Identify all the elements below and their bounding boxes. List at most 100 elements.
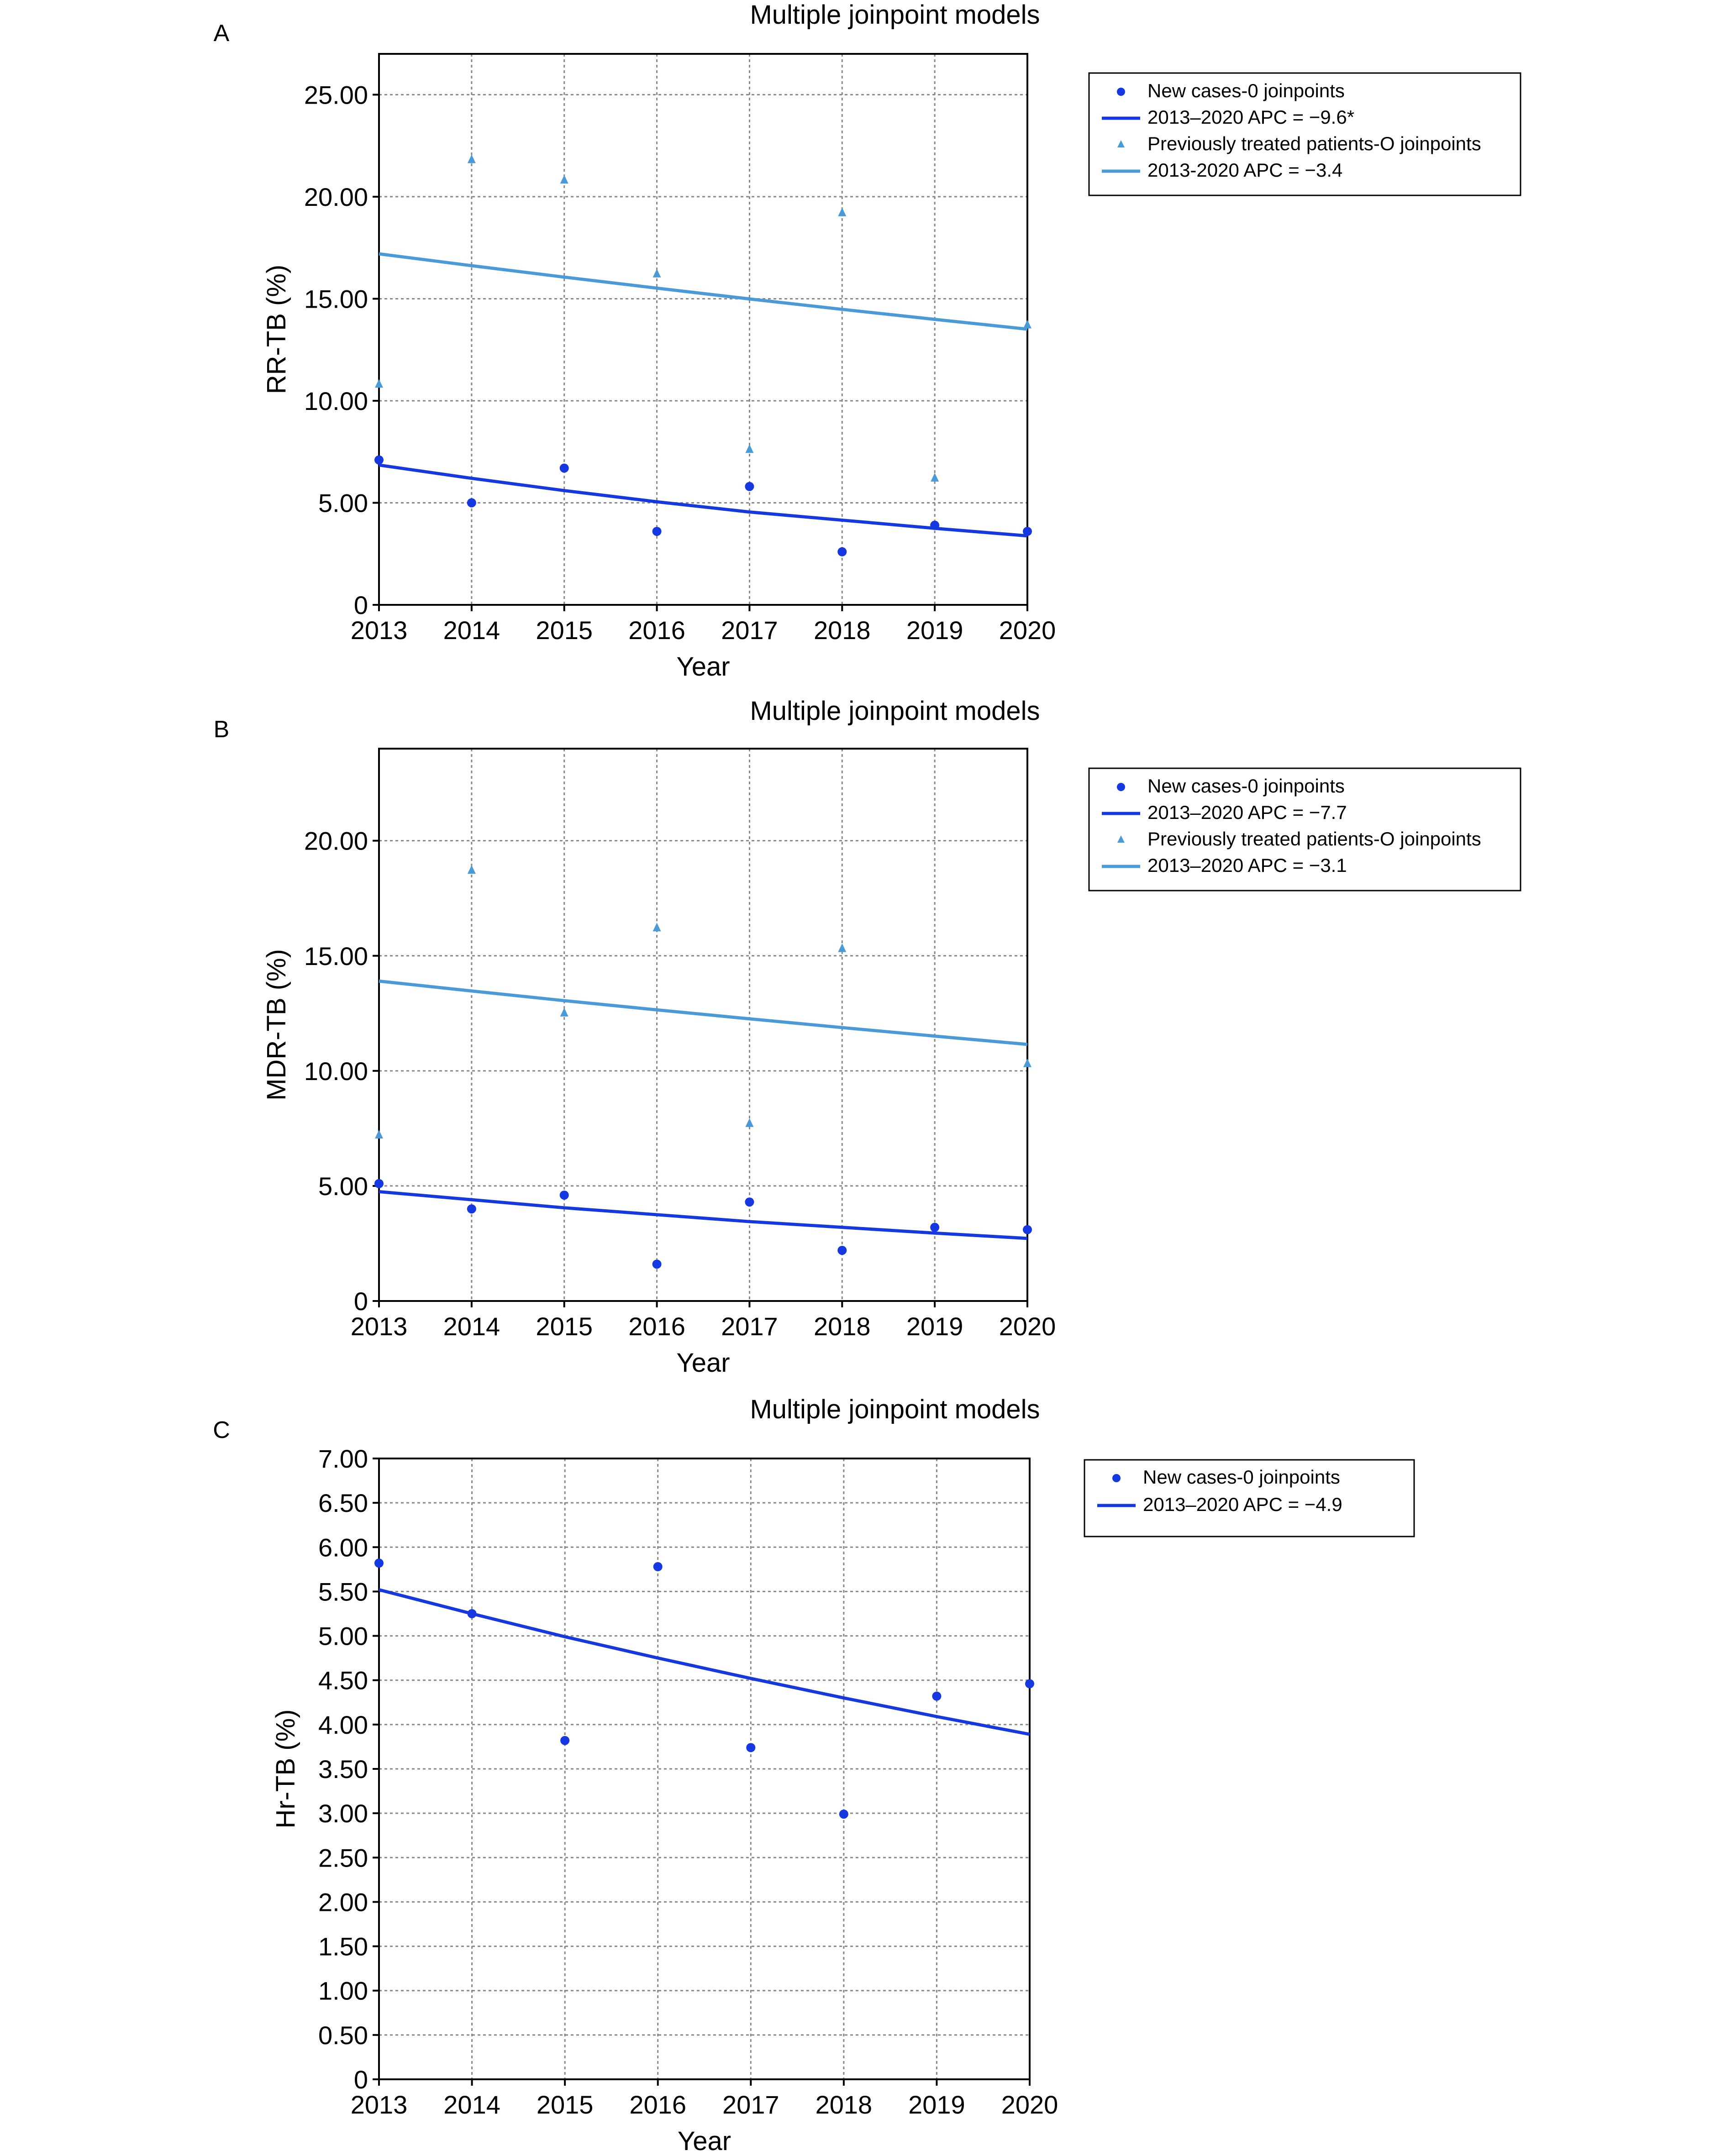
data-point-triangle	[745, 1118, 754, 1127]
y-axis-title-b: MDR-TB (%)	[262, 949, 291, 1101]
data-point-circle	[467, 498, 476, 508]
y-tick-label: 6.00	[318, 1533, 368, 1562]
x-tick-label: 2013	[351, 616, 408, 645]
x-tick-label: 2016	[628, 1312, 685, 1341]
data-point-triangle	[560, 1007, 568, 1017]
y-tick-label: 0	[354, 591, 368, 619]
legend-b: New cases-0 joinpoints 2013–2020 APC = −7…	[1088, 767, 1521, 892]
x-axis-title-a: Year	[676, 652, 730, 682]
trend-line-a-3	[379, 252, 1028, 331]
data-point-circle	[746, 1743, 756, 1752]
y-tick-label: 5.50	[318, 1577, 368, 1606]
x-tick-label: 2019	[906, 616, 963, 645]
y-tick-label: 1.00	[318, 1977, 368, 2005]
chart-title-a: Multiple joinpoint models	[750, 0, 1040, 30]
data-point-circle	[559, 463, 569, 473]
legend-circle-swatch	[1117, 88, 1125, 96]
data-point-circle	[1023, 1225, 1032, 1234]
legend-triangle-swatch	[1117, 835, 1125, 843]
data-point-circle	[1025, 1679, 1034, 1689]
panel-label-c: C	[213, 1417, 230, 1443]
data-point-triangle	[467, 154, 476, 163]
legend-label: 2013–2020 APC = −9.6*	[1147, 106, 1354, 128]
y-tick-label: 3.50	[318, 1755, 368, 1784]
x-tick-label: 2013	[351, 2090, 408, 2119]
y-tick-label: 0	[354, 1287, 368, 1316]
legend-label: 2013–2020 APC = −4.9	[1143, 1494, 1342, 1515]
y-tick-label: 20.00	[304, 827, 368, 855]
legend-label: New cases-0 joinpoints	[1143, 1466, 1340, 1488]
x-tick-label: 2017	[722, 2090, 779, 2119]
data-point-triangle	[375, 1130, 383, 1138]
data-point-triangle	[375, 379, 383, 388]
legend-circle-swatch	[1112, 1474, 1121, 1482]
y-tick-label: 20.00	[304, 183, 368, 211]
data-point-circle	[839, 1810, 848, 1819]
panel-label-b: B	[214, 716, 230, 743]
y-tick-label: 4.00	[318, 1710, 368, 1739]
y-tick-label: 5.00	[318, 1172, 368, 1201]
x-tick-label: 2019	[908, 2090, 965, 2119]
data-point-circle	[745, 482, 754, 491]
data-point-circle	[932, 1691, 942, 1701]
y-tick-label: 3.00	[318, 1799, 368, 1828]
y-tick-label: 0.50	[318, 2021, 368, 2050]
x-tick-label: 2015	[537, 2090, 594, 2119]
legend-label: 2013–2020 APC = −7.7	[1147, 802, 1347, 823]
y-axis-title-c: Hr-TB (%)	[271, 1710, 300, 1829]
y-tick-label: 2.00	[318, 1888, 368, 1916]
data-point-circle	[837, 547, 847, 556]
x-tick-label: 2017	[721, 1312, 778, 1341]
data-point-circle	[560, 1736, 570, 1745]
data-point-circle	[745, 1197, 754, 1207]
panel-label-a: A	[214, 20, 230, 47]
legend-box-c	[1084, 1459, 1415, 1537]
y-tick-label: 0	[354, 2065, 368, 2094]
x-tick-label: 2013	[351, 1312, 408, 1341]
data-point-circle	[652, 527, 662, 536]
data-point-circle	[374, 455, 384, 465]
data-point-circle	[467, 1204, 476, 1214]
data-point-triangle	[653, 923, 661, 932]
legend-label: New cases-0 joinpoints	[1147, 775, 1345, 797]
y-tick-label: 15.00	[304, 284, 368, 313]
legend-label: 2013-2020 APC = −3.4	[1147, 159, 1342, 181]
y-tick-label: 5.00	[318, 1622, 368, 1651]
chart-panel-b: B Multiple joinpoint models 0 5.00 10.00 15.0…	[214, 696, 1521, 1378]
chart-title-b: Multiple joinpoint models	[750, 696, 1040, 726]
y-tick-label: 25.00	[304, 80, 368, 109]
x-tick-label: 2014	[443, 616, 500, 645]
legend-box-b	[1088, 767, 1521, 892]
y-tick-label: 5.00	[318, 488, 368, 517]
chart-panel-a: A Multiple joinpoint models 0 5.00 10.00 15.0…	[214, 0, 1521, 682]
legend-label: Previously treated patients-O joinpoints	[1147, 133, 1481, 154]
chart-title-c: Multiple joinpoint models	[750, 1395, 1040, 1424]
data-point-triangle	[467, 865, 476, 874]
y-tick-label: 1.50	[318, 1932, 368, 1961]
y-tick-label: 7.00	[318, 1444, 368, 1473]
data-point-circle	[930, 1222, 940, 1232]
trend-line-b-3	[379, 979, 1028, 1046]
x-tick-label: 2019	[906, 1312, 963, 1341]
legend-label: 2013–2020 APC = −3.1	[1147, 855, 1347, 876]
legend-label: Previously treated patients-O joinpoints	[1147, 828, 1481, 850]
data-point-triangle	[1023, 320, 1031, 329]
data-point-triangle	[838, 207, 847, 216]
data-point-circle	[653, 1562, 663, 1572]
x-tick-label: 2015	[536, 1312, 593, 1341]
x-tick-label: 2018	[816, 2090, 873, 2119]
plot-frame-a	[378, 53, 1028, 606]
x-tick-label: 2020	[1001, 2090, 1058, 2119]
data-point-circle	[559, 1191, 569, 1200]
data-point-circle	[1023, 527, 1032, 536]
y-tick-label: 10.00	[304, 1057, 368, 1086]
x-tick-label: 2016	[629, 2090, 686, 2119]
data-point-circle	[374, 1558, 384, 1568]
data-point-triangle	[838, 943, 847, 952]
y-tick-label: 15.00	[304, 942, 368, 970]
x-axis-title-c: Year	[678, 2126, 731, 2156]
x-tick-label: 2020	[999, 616, 1056, 645]
legend-circle-swatch	[1117, 783, 1125, 791]
chart-panel-c: C Multiple joinpoint models 0 0.50 1.00 1.50 2…	[213, 1395, 1415, 2156]
